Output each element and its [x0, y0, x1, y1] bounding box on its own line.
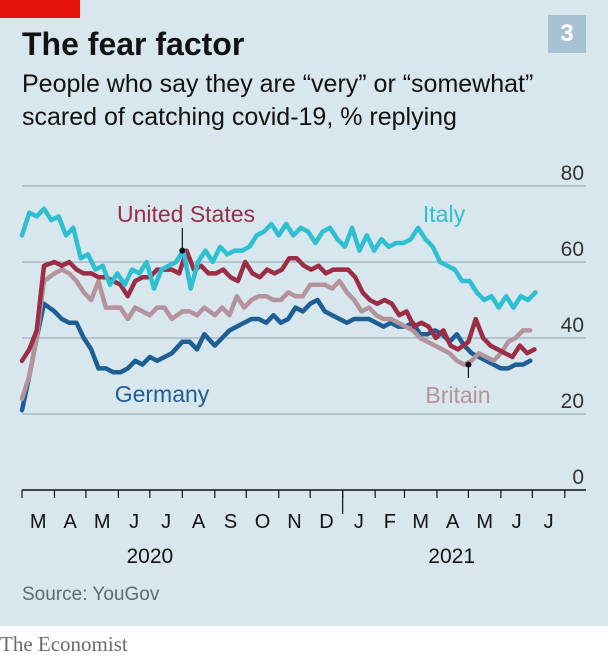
economist-red-tag: [0, 0, 80, 18]
x-year-label: 2020: [126, 545, 173, 568]
y-tick-label: 20: [561, 390, 584, 413]
x-tick-label: J: [161, 511, 171, 533]
x-tick-label: A: [446, 511, 460, 533]
x-tick-label: A: [64, 511, 78, 533]
x-tick-label: A: [192, 511, 206, 533]
chart-subtitle: People who say they are “very” or “somew…: [22, 70, 534, 131]
x-tick-label: J: [354, 511, 364, 533]
x-year-label: 2021: [428, 545, 475, 568]
publisher-wordmark: The Economist: [0, 632, 128, 656]
x-tick-label: M: [94, 511, 111, 533]
label-marker-united-states: [179, 247, 186, 254]
x-tick-label: M: [412, 511, 429, 533]
series-line-britain: [19, 267, 533, 402]
x-tick-label: M: [476, 511, 493, 533]
series-label-united-states: United States: [117, 201, 255, 227]
x-tick-label: O: [255, 511, 271, 533]
x-tick-label: D: [319, 511, 333, 533]
label-marker-britain: [465, 361, 472, 368]
y-tick-label: 40: [561, 314, 584, 337]
y-tick-label: 60: [561, 238, 584, 261]
chart-title: The fear factor: [22, 26, 245, 62]
x-tick-label: J: [544, 511, 554, 533]
series-label-britain: Britain: [425, 382, 490, 408]
y-tick-label: 0: [572, 466, 584, 489]
x-tick-label: M: [30, 511, 47, 533]
x-tick-label: F: [384, 511, 396, 533]
x-tick-label: N: [287, 511, 301, 533]
series-label-italy: Italy: [423, 201, 466, 227]
figure-number-badge: 3: [548, 15, 586, 53]
x-tick-label: J: [512, 511, 522, 533]
y-tick-label: 80: [561, 162, 584, 185]
x-tick-label: S: [224, 511, 237, 533]
x-tick-label: J: [129, 511, 139, 533]
series-label-germany: Germany: [115, 381, 210, 407]
source-note: Source: YouGov: [22, 584, 160, 605]
series-line-italy: [19, 206, 538, 310]
